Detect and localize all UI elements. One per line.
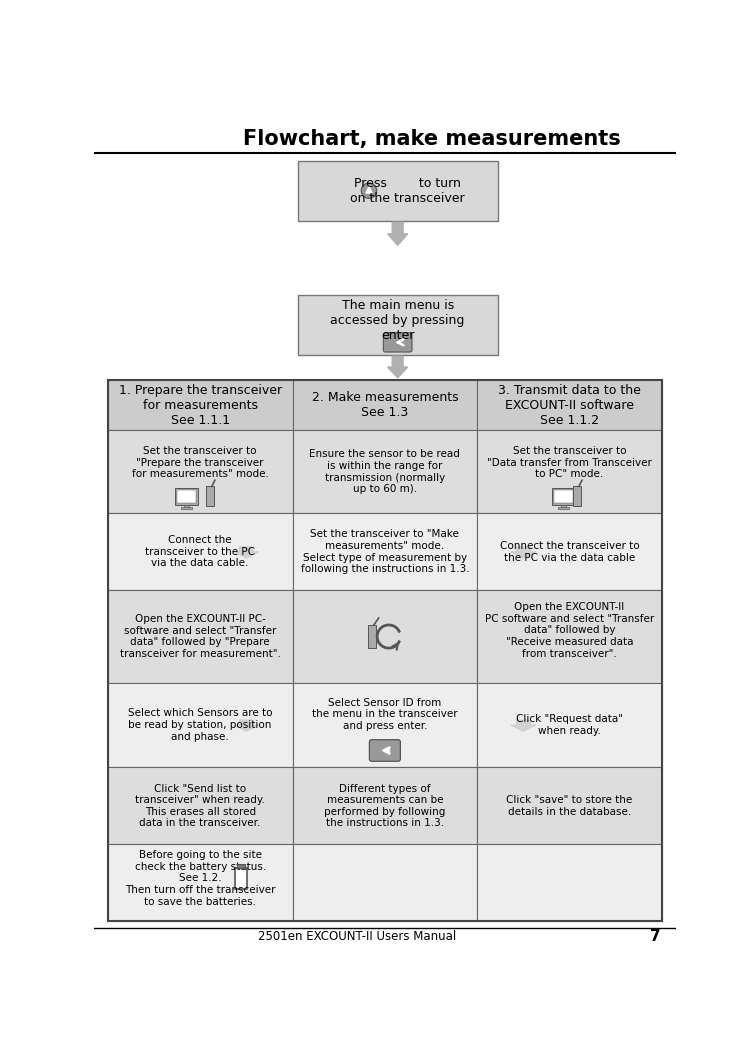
Text: Open the EXCOUNT-II
PC software and select "Transfer
data" followed by
"Receive : Open the EXCOUNT-II PC software and sele… — [485, 602, 654, 659]
Text: 2501en EXCOUNT-II Users Manual: 2501en EXCOUNT-II Users Manual — [258, 930, 457, 943]
Polygon shape — [511, 720, 535, 731]
Bar — [297, 294, 498, 355]
Text: Open the EXCOUNT-II PC-
software and select "Transfer
data" followed by "Prepare: Open the EXCOUNT-II PC- software and sel… — [119, 614, 281, 659]
Text: Click "Request data"
when ready.: Click "Request data" when ready. — [516, 714, 623, 736]
Text: Connect the
transceiver to the PC
via the data cable.: Connect the transceiver to the PC via th… — [145, 536, 255, 569]
Bar — [293, 381, 477, 431]
Text: Press        to turn
on the transceiver: Press to turn on the transceiver — [350, 176, 464, 205]
Bar — [368, 625, 376, 648]
Bar — [177, 490, 195, 503]
Text: Set the transceiver to
"Data transfer from Transceiver
to PC" mode.: Set the transceiver to "Data transfer fr… — [487, 445, 652, 479]
Bar — [184, 505, 189, 508]
Bar — [108, 844, 293, 922]
Polygon shape — [366, 186, 372, 193]
Bar — [234, 867, 247, 889]
FancyBboxPatch shape — [369, 740, 400, 761]
Bar — [108, 767, 293, 844]
Bar — [477, 844, 662, 922]
Bar — [181, 507, 192, 509]
Text: 1. Prepare the transceiver
for measurements
See 1.1.1: 1. Prepare the transceiver for measureme… — [119, 384, 282, 426]
Text: The main menu is
accessed by pressing
enter: The main menu is accessed by pressing en… — [330, 300, 465, 342]
Text: Different types of
measurements can be
performed by following
the instructions i: Different types of measurements can be p… — [324, 783, 445, 828]
Text: 3. Transmit data to the
EXCOUNT-II software
See 1.1.2: 3. Transmit data to the EXCOUNT-II softw… — [498, 384, 641, 426]
Bar — [293, 844, 477, 922]
Bar — [554, 490, 573, 503]
Bar — [477, 513, 662, 590]
Bar — [552, 488, 575, 505]
Polygon shape — [234, 720, 259, 731]
Bar — [477, 381, 662, 431]
FancyBboxPatch shape — [383, 333, 412, 352]
Bar — [237, 863, 245, 867]
Bar — [108, 381, 662, 922]
Bar — [108, 381, 293, 431]
Text: Set the transceiver to "Make
measurements" mode.
Select type of measurement by
f: Set the transceiver to "Make measurement… — [300, 529, 469, 574]
Text: Select which Sensors are to
be read by station, position
and phase.: Select which Sensors are to be read by s… — [128, 708, 273, 742]
Bar — [108, 590, 293, 682]
Bar — [477, 682, 662, 767]
Bar — [293, 431, 477, 513]
Bar — [174, 488, 198, 505]
Bar — [561, 505, 566, 508]
Polygon shape — [511, 546, 535, 558]
Bar — [108, 682, 293, 767]
Bar — [558, 507, 569, 509]
Bar — [293, 682, 477, 767]
Bar — [293, 513, 477, 590]
Bar — [108, 431, 293, 513]
Bar — [477, 431, 662, 513]
Bar — [477, 767, 662, 844]
Text: Click "Send list to
transceiver" when ready.
This erases all stored
data in the : Click "Send list to transceiver" when re… — [135, 783, 265, 828]
Text: Set the transceiver to
"Prepare the transceiver
for measurements" mode.: Set the transceiver to "Prepare the tran… — [131, 445, 269, 479]
Bar — [574, 487, 581, 506]
Text: Connect the transceiver to
the PC via the data cable: Connect the transceiver to the PC via th… — [499, 541, 639, 562]
Polygon shape — [388, 356, 408, 377]
Circle shape — [361, 183, 377, 199]
Text: 2. Make measurements
See 1.3: 2. Make measurements See 1.3 — [312, 391, 458, 419]
Polygon shape — [234, 546, 259, 558]
Bar — [297, 161, 498, 221]
Bar — [207, 487, 214, 506]
Text: 7: 7 — [650, 929, 661, 944]
Bar — [293, 590, 477, 682]
Polygon shape — [388, 222, 408, 246]
Text: Before going to the site
check the battery status.
See 1.2.
Then turn off the tr: Before going to the site check the batte… — [125, 850, 276, 907]
Bar — [477, 590, 662, 682]
Bar — [108, 513, 293, 590]
Text: Click "save" to store the
details in the database.: Click "save" to store the details in the… — [506, 795, 633, 816]
Bar — [293, 767, 477, 844]
Text: Flowchart, make measurements: Flowchart, make measurements — [243, 129, 620, 149]
Text: Select Sensor ID from
the menu in the transceiver
and press enter.: Select Sensor ID from the menu in the tr… — [312, 697, 457, 731]
Text: Ensure the sensor to be read
is within the range for
transmission (normally
up t: Ensure the sensor to be read is within t… — [309, 450, 460, 494]
